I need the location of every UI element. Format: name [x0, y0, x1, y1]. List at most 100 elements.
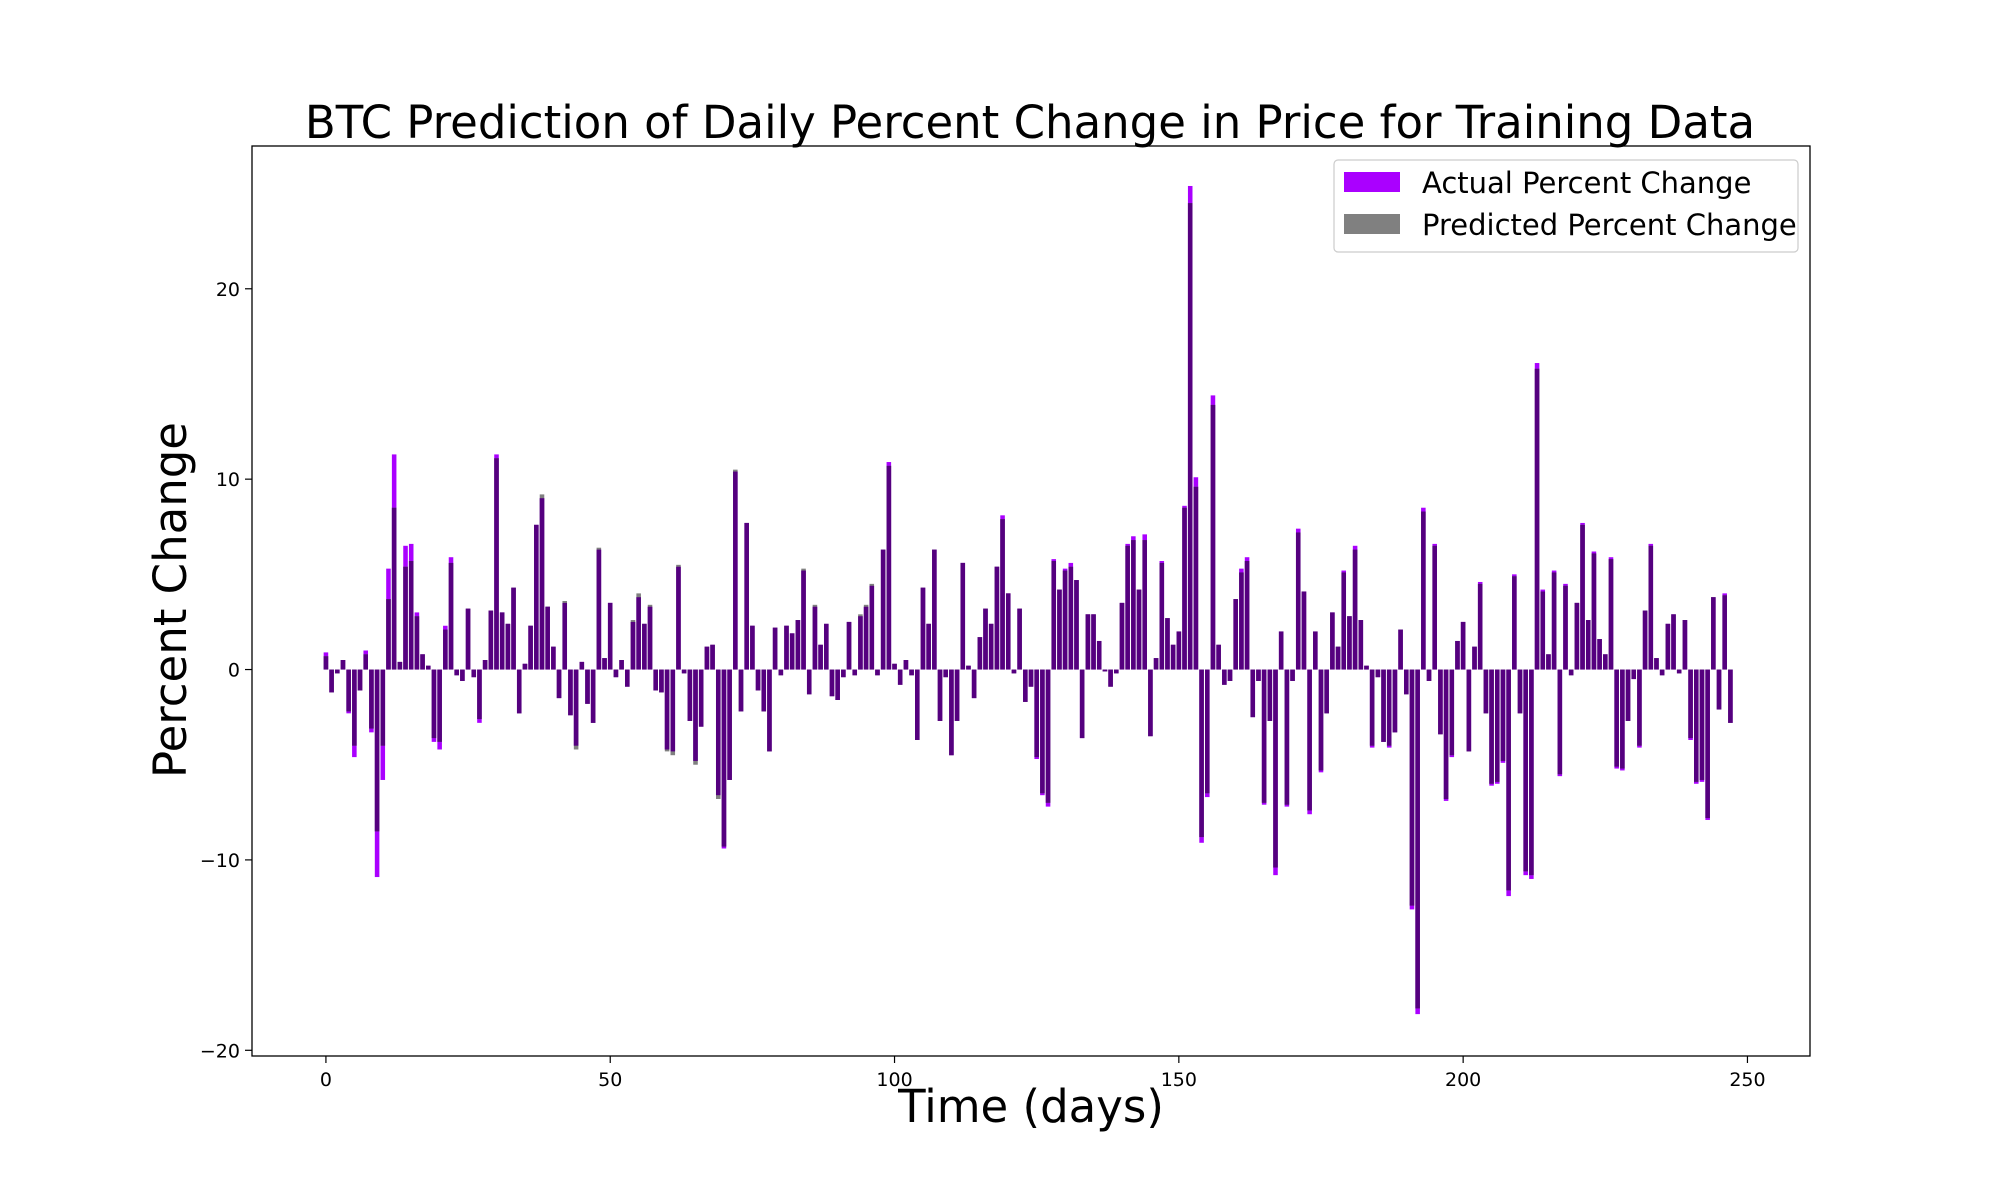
bar-overlap — [1574, 602, 1580, 670]
bar-overlap — [1034, 669, 1039, 758]
bar-overlap — [1170, 644, 1176, 670]
bar-overlap — [1585, 620, 1591, 670]
bar-overlap — [1682, 620, 1688, 670]
bar-overlap — [1347, 616, 1352, 670]
bar-overlap — [1278, 631, 1284, 670]
bar-overlap — [1233, 599, 1238, 670]
y-tick-label: −20 — [200, 1040, 240, 1062]
bar-overlap — [448, 562, 454, 670]
bar-overlap — [636, 597, 641, 670]
bars-layer — [323, 185, 1733, 1015]
bar-overlap — [733, 471, 738, 670]
bar-overlap — [1608, 559, 1614, 670]
bar-overlap — [1375, 669, 1381, 678]
bar-overlap — [715, 669, 721, 796]
bar-overlap — [1011, 669, 1017, 674]
bar-overlap — [460, 669, 465, 681]
bar-overlap — [511, 587, 516, 670]
bar-overlap — [954, 669, 960, 721]
bar-overlap — [664, 669, 670, 750]
bar-overlap — [772, 627, 778, 670]
bar-overlap — [323, 656, 329, 670]
bar-overlap — [1455, 640, 1460, 670]
bar-overlap — [551, 646, 556, 670]
bar-overlap — [522, 663, 528, 670]
bar-overlap — [897, 669, 903, 685]
bar-overlap — [619, 660, 624, 670]
bar-overlap — [1210, 404, 1216, 670]
bar-overlap — [676, 566, 681, 670]
bar-overlap — [1404, 669, 1409, 695]
bar-overlap — [1676, 669, 1682, 674]
bar-overlap — [1193, 486, 1199, 670]
bar-overlap — [1318, 669, 1324, 771]
bar-overlap — [1523, 669, 1528, 872]
bar-overlap — [812, 606, 818, 670]
bar-overlap — [607, 602, 613, 670]
bar-overlap — [915, 669, 920, 740]
bar-overlap — [1563, 585, 1568, 670]
bar-overlap — [1040, 669, 1045, 794]
bar-overlap — [824, 623, 829, 670]
bar-overlap — [1341, 572, 1347, 670]
bar-overlap — [545, 606, 550, 670]
bar-overlap — [596, 549, 602, 670]
bar-overlap — [698, 669, 704, 727]
bar-overlap — [1432, 545, 1437, 670]
bar-overlap — [374, 669, 380, 832]
bar-overlap — [340, 660, 346, 670]
bar-overlap — [1335, 646, 1341, 670]
bar-overlap — [454, 669, 459, 676]
bar-overlap — [420, 654, 425, 670]
y-axis-label: Percent Change — [144, 422, 197, 778]
bar-overlap — [1079, 669, 1085, 739]
bar-overlap — [670, 669, 676, 752]
bar-overlap — [966, 665, 971, 670]
bar-overlap — [727, 669, 732, 780]
bar-overlap — [352, 669, 357, 746]
bar-overlap — [806, 669, 812, 695]
bar-overlap — [1091, 614, 1096, 670]
bar-overlap — [1500, 669, 1506, 761]
bar-overlap — [1216, 644, 1221, 670]
bar-overlap — [1580, 524, 1585, 670]
bar-overlap — [482, 660, 488, 670]
bar-overlap — [875, 669, 880, 676]
bar-overlap — [710, 644, 715, 670]
bar-overlap — [755, 669, 761, 691]
bar-overlap — [1369, 669, 1375, 746]
bar-overlap — [386, 599, 391, 670]
legend-frame — [1333, 159, 1799, 253]
bar-overlap — [590, 669, 596, 723]
bar-overlap — [1023, 669, 1028, 702]
bar-overlap — [1620, 669, 1625, 769]
bar-overlap — [1648, 545, 1654, 670]
x-tick-label: 0 — [320, 1069, 332, 1091]
bar-overlap — [1085, 614, 1091, 670]
bar-overlap — [988, 623, 994, 670]
bar-overlap — [903, 660, 909, 670]
bar-overlap — [431, 669, 437, 739]
bar-overlap — [1284, 669, 1290, 805]
bar-overlap — [994, 566, 1000, 670]
bar-overlap — [721, 669, 727, 847]
bar-overlap — [1273, 669, 1278, 868]
bar-overlap — [1159, 562, 1165, 670]
bar-overlap — [863, 606, 869, 670]
bar-overlap — [1051, 561, 1057, 670]
bar-overlap — [693, 669, 698, 761]
x-tick-label: 250 — [1729, 1069, 1765, 1091]
bar-overlap — [391, 507, 397, 670]
bar-overlap — [516, 669, 522, 714]
bar-overlap — [943, 669, 948, 678]
bar-overlap — [1631, 669, 1637, 680]
bar-overlap — [1096, 640, 1102, 670]
bar-overlap — [841, 669, 846, 678]
bar-overlap — [630, 621, 636, 670]
bar-overlap — [477, 669, 482, 720]
bar-overlap — [1557, 669, 1563, 775]
bar-overlap — [357, 669, 363, 691]
bar-overlap — [625, 669, 630, 687]
